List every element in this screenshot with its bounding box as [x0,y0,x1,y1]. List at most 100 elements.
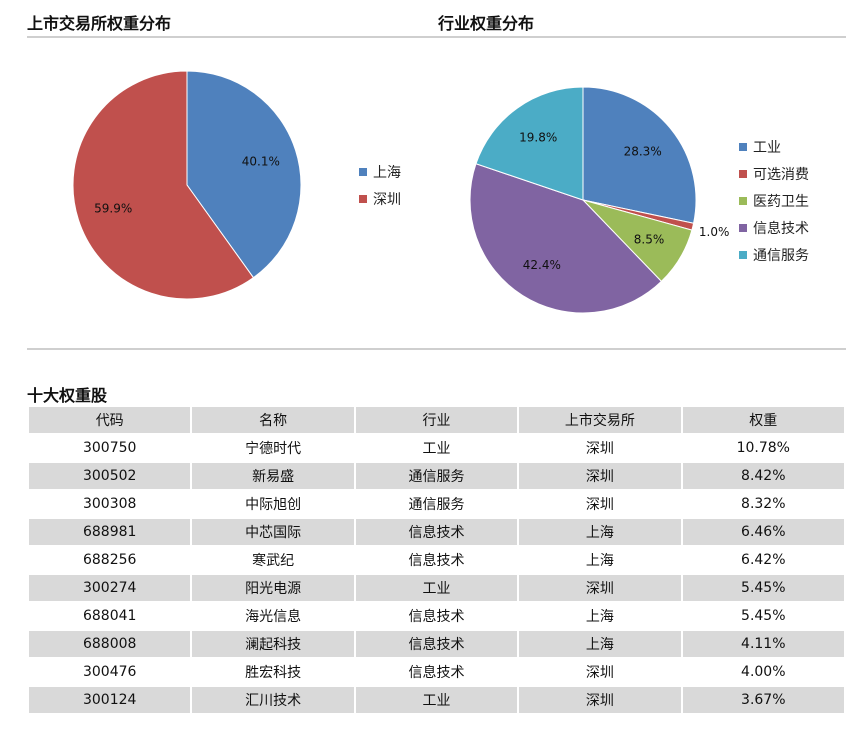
exchange-cell: 深圳 [519,687,681,713]
industry-legend-swatch-4 [739,223,747,232]
weight-cell: 6.42% [682,547,844,573]
industry-pie-chart: 28.3% 1.0% 8.5% 42.4% 19.8% [469,86,730,314]
table-row: 688008 澜起科技 信息技术 上海 4.11% [29,631,844,657]
exchange-cell: 上海 [519,603,681,629]
table-row: 688981 中芯国际 信息技术 上海 6.46% [29,519,844,545]
exchange-cell: 深圳 [519,463,681,489]
name-cell: 澜起科技 [192,631,354,657]
industry-cell: 通信服务 [355,463,518,489]
industry-legend-label-3: 医药卫生 [753,193,809,210]
name-cell: 中芯国际 [192,519,354,545]
column-header-2: 名称 [192,407,354,433]
exchange-slice-1 [186,70,302,279]
name-cell: 胜宏科技 [192,659,354,685]
name-cell: 阳光电源 [192,575,354,601]
exchange-cell: 上海 [519,631,681,657]
table-row: 688041 海光信息 信息技术 上海 5.45% [29,603,844,629]
industry-legend-item-3: 医药卫生 [739,187,809,214]
industry-cell: 工业 [355,435,518,461]
weight-cell: 4.00% [682,659,844,685]
exchange-cell: 上海 [519,519,681,545]
industry-slice-label-1: 28.3% [624,145,662,159]
industry-legend-item-5: 通信服务 [739,241,809,268]
exchange-legend-item-1: 上海 [359,158,401,185]
top-holdings-table: 代码 名称 行业 上市交易所 权重 300750 宁德时代 工业 深圳 10.78% 300502… [27,405,846,715]
industry-legend-item-1: 工业 [739,133,809,160]
table-row: 300308 中际旭创 通信服务 深圳 8.32% [29,491,844,517]
industry-legend-swatch-2 [739,169,747,178]
column-header-5: 权重 [682,407,844,433]
weight-cell: 8.42% [682,463,844,489]
industry-chart-title: 行业权重分布 [438,14,535,33]
name-cell: 宁德时代 [192,435,354,461]
exchange-legend-swatch-2 [359,194,367,203]
exchange-legend-swatch-1 [359,167,367,176]
code-cell: 688008 [29,631,191,657]
exchange-legend-item-2: 深圳 [359,185,401,212]
exchange-cell: 上海 [519,547,681,573]
code-cell: 300308 [29,491,191,517]
weight-cell: 8.32% [682,491,844,517]
industry-legend-label-5: 通信服务 [753,247,809,264]
industry-slice-label-3: 8.5% [634,232,665,246]
code-cell: 300274 [29,575,191,601]
industry-legend-label-4: 信息技术 [753,220,809,237]
name-cell: 寒武纪 [192,547,354,573]
industry-cell: 通信服务 [355,491,518,517]
table-row: 300750 宁德时代 工业 深圳 10.78% [29,435,844,461]
exchange-cell: 深圳 [519,659,681,685]
name-cell: 中际旭创 [192,491,354,517]
column-header-1: 代码 [29,407,191,433]
table-row: 300502 新易盛 通信服务 深圳 8.42% [29,463,844,489]
code-cell: 688256 [29,547,191,573]
code-cell: 300476 [29,659,191,685]
exchange-legend: 上海 深圳 [359,158,401,212]
code-cell: 688981 [29,519,191,545]
industry-legend-item-4: 信息技术 [739,214,809,241]
middle-divider [27,348,846,350]
industry-slice-5 [475,86,584,201]
industry-cell: 信息技术 [355,547,518,573]
industry-legend-swatch-1 [739,142,747,151]
table-header-row: 代码 名称 行业 上市交易所 权重 [29,407,844,433]
code-cell: 300502 [29,463,191,489]
weight-cell: 6.46% [682,519,844,545]
industry-cell: 信息技术 [355,603,518,629]
industry-cell: 信息技术 [355,659,518,685]
weight-cell: 5.45% [682,575,844,601]
industry-slice-label-4: 42.4% [523,258,561,272]
table-row: 300124 汇川技术 工业 深圳 3.67% [29,687,844,713]
exchange-slice-2 [72,70,255,300]
weight-cell: 4.11% [682,631,844,657]
industry-legend-swatch-5 [739,250,747,259]
exchange-legend-label-2: 深圳 [373,191,401,208]
weight-cell: 3.67% [682,687,844,713]
exchange-slice-label-2: 59.9% [94,202,132,216]
name-cell: 汇川技术 [192,687,354,713]
table-row: 300274 阳光电源 工业 深圳 5.45% [29,575,844,601]
table-row: 688256 寒武纪 信息技术 上海 6.42% [29,547,844,573]
exchange-cell: 深圳 [519,435,681,461]
industry-cell: 信息技术 [355,519,518,545]
code-cell: 300124 [29,687,191,713]
column-header-4: 上市交易所 [519,407,681,433]
top-divider [27,36,846,38]
top-holdings-title: 十大权重股 [27,386,108,405]
exchange-chart-title: 上市交易所权重分布 [27,14,172,33]
industry-slice-label-2: 1.0% [699,225,730,239]
code-cell: 688041 [29,603,191,629]
column-header-3: 行业 [355,407,518,433]
weight-cell: 10.78% [682,435,844,461]
exchange-cell: 深圳 [519,575,681,601]
exchange-slice-label-1: 40.1% [242,154,280,168]
name-cell: 海光信息 [192,603,354,629]
industry-cell: 工业 [355,687,518,713]
industry-cell: 工业 [355,575,518,601]
industry-slice-label-5: 19.8% [519,131,557,145]
industry-legend: 工业可选消费医药卫生信息技术通信服务 [739,133,809,268]
industry-slice-1 [582,86,697,224]
exchange-legend-label-1: 上海 [373,164,401,181]
industry-legend-label-2: 可选消费 [753,166,809,183]
industry-cell: 信息技术 [355,631,518,657]
industry-legend-swatch-3 [739,196,747,205]
